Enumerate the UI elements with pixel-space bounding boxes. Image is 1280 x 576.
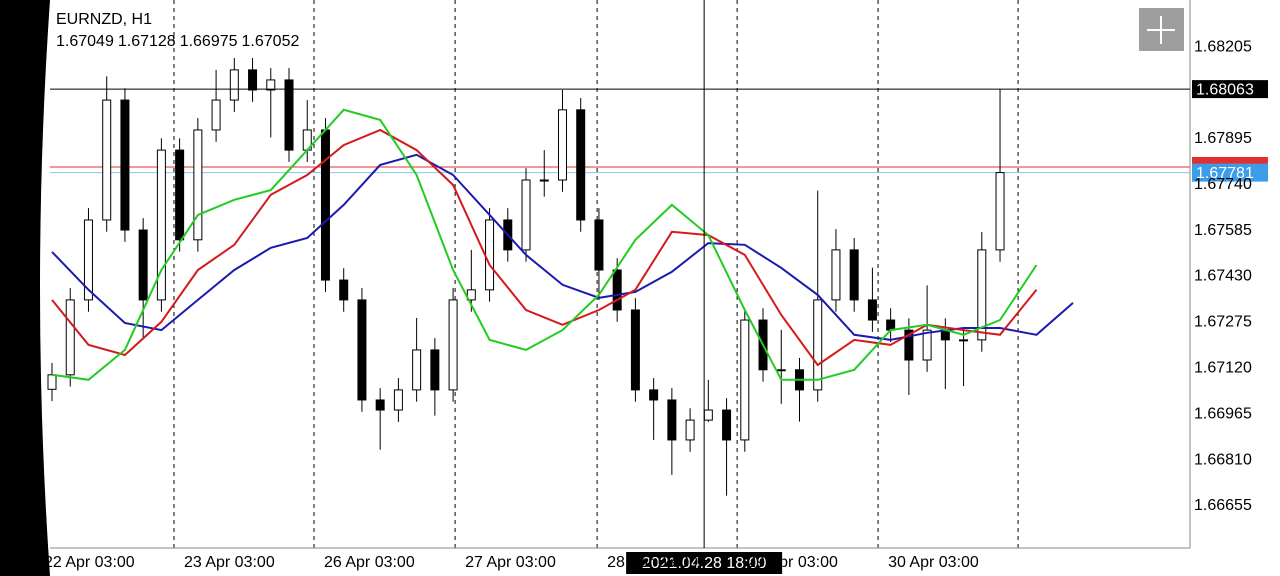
candle-body xyxy=(448,299,458,391)
moving-average xyxy=(51,128,1038,367)
candle-body xyxy=(612,269,622,311)
y-tick-label: 1.67275 xyxy=(1194,314,1252,331)
candle-body xyxy=(539,179,549,182)
candle-body xyxy=(740,319,750,441)
candle-body xyxy=(375,399,385,411)
candle-body xyxy=(193,129,203,241)
candle-body xyxy=(776,369,786,372)
x-tick-label: 28 Apr 03:00 xyxy=(607,554,698,571)
candle-body xyxy=(138,229,148,301)
candle-body xyxy=(886,319,896,331)
x-tick-label: 23 Apr 03:00 xyxy=(184,554,275,571)
candle-body xyxy=(393,389,403,411)
candle-body xyxy=(65,299,75,376)
candle-body xyxy=(867,299,877,321)
crosshair-time-box xyxy=(626,552,783,574)
candle-body xyxy=(904,329,914,361)
candle-body xyxy=(649,389,659,401)
x-tick-label: 22 Apr 03:00 xyxy=(44,554,135,571)
candle-body xyxy=(284,79,294,151)
screen-bezel xyxy=(0,0,50,576)
candle-body xyxy=(831,249,841,301)
ohlc-value: 1.67049 xyxy=(56,33,114,50)
candle-body xyxy=(120,99,130,231)
candle-body xyxy=(248,69,258,91)
candle-body xyxy=(102,99,112,221)
candle-body xyxy=(412,349,422,391)
y-tick-label: 1.66965 xyxy=(1194,405,1252,422)
y-tick-label: 1.67430 xyxy=(1194,268,1252,285)
candle-body xyxy=(339,279,349,301)
candle-body xyxy=(667,399,677,441)
ohlc-value: 1.67052 xyxy=(241,33,300,50)
header: EURNZD, H1 1.67049 1.67128 1.66975 1.67052 xyxy=(56,9,303,53)
candle-body xyxy=(849,249,859,301)
candle-body xyxy=(83,219,93,301)
crosshair-price-box xyxy=(1192,80,1268,99)
candle-body xyxy=(47,374,57,390)
candle-body xyxy=(630,309,640,391)
y-tick-label: 1.67585 xyxy=(1194,222,1252,239)
symbol: EURNZD, H1 xyxy=(56,11,153,28)
y-tick-label: 1.68205 xyxy=(1194,38,1252,55)
candle-body xyxy=(977,249,987,341)
ohlc: 1.67049 1.67128 1.66975 1.67052 xyxy=(56,31,303,53)
candle-body xyxy=(357,299,367,401)
ohlc-value: 1.66975 xyxy=(179,33,238,50)
candle-body xyxy=(521,179,531,251)
x-tick-label: 29 Apr 03:00 xyxy=(747,554,838,571)
crosshair-button[interactable] xyxy=(1139,8,1184,51)
candle-body xyxy=(922,329,932,361)
crosshair-price-label: 1.68063 xyxy=(1196,81,1254,98)
x-tick-label: 26 Apr 03:00 xyxy=(324,554,415,571)
ohlc-value: 1.67128 xyxy=(117,33,176,50)
candle-body xyxy=(722,409,732,441)
y-tick-label: 1.67120 xyxy=(1194,360,1252,377)
ask-price-box xyxy=(1192,163,1268,182)
candle-body xyxy=(557,109,567,181)
candle-body xyxy=(211,99,221,131)
candle-body xyxy=(813,299,823,391)
x-tick-label: 30 Apr 03:00 xyxy=(888,554,979,571)
moving-average xyxy=(51,108,1038,381)
overlay: 1.67781 1.68063 2021.04.28 18:00 xyxy=(50,0,1268,574)
candle-body xyxy=(430,349,440,391)
y-tick-label: 1.66810 xyxy=(1194,451,1252,468)
candle-body xyxy=(995,172,1005,251)
y-tick-label: 1.66655 xyxy=(1194,497,1252,514)
candle-body xyxy=(266,79,276,91)
candle-body xyxy=(703,409,713,421)
candle-body xyxy=(685,419,695,441)
x-tick-label: 27 Apr 03:00 xyxy=(465,554,556,571)
candle-body xyxy=(576,109,586,221)
candle-body xyxy=(466,289,476,301)
crosshair-time-label: 2021.04.28 18:00 xyxy=(642,555,767,572)
candle-body xyxy=(229,69,239,101)
candle-body xyxy=(959,339,969,342)
candle-body xyxy=(485,219,495,291)
y-tick-label: 1.67740 xyxy=(1194,176,1252,193)
candle-body xyxy=(156,149,166,301)
candle-body xyxy=(320,129,330,281)
ask-price-label: 1.67781 xyxy=(1196,165,1254,182)
plot xyxy=(33,0,1190,548)
y-tick-label: 1.67895 xyxy=(1194,130,1252,147)
candle-body xyxy=(175,149,185,241)
candle-body xyxy=(594,219,604,271)
